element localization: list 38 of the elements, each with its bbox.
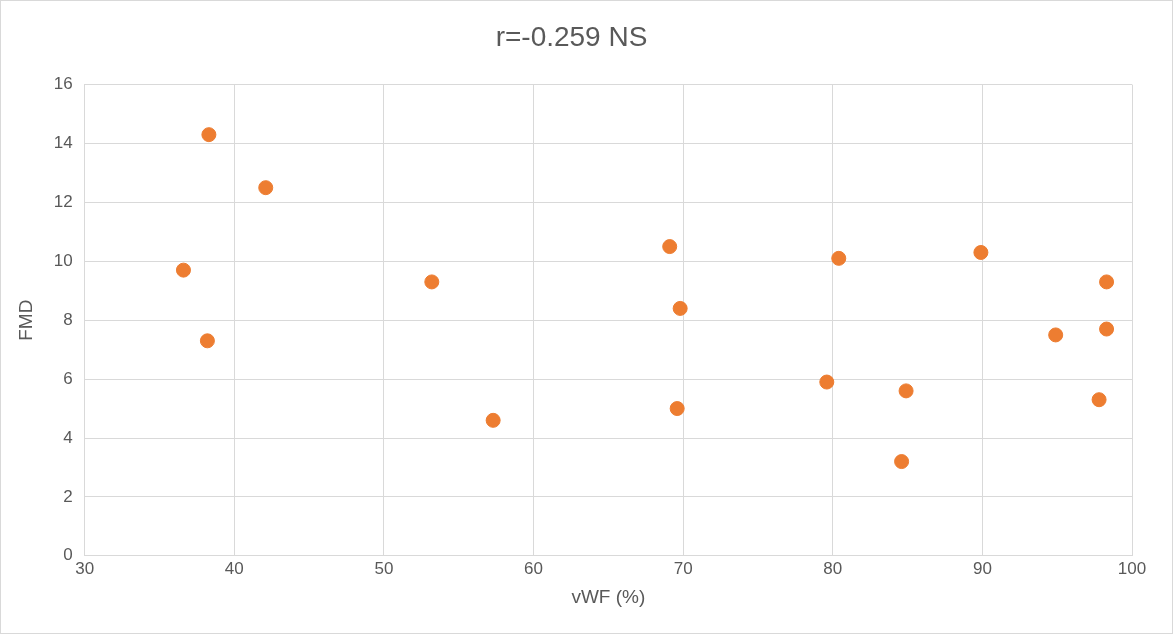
y-tick-label: 6 [63, 368, 73, 388]
point [485, 412, 501, 428]
x-tick-label: 90 [972, 558, 992, 578]
y-tick-label: 10 [53, 250, 73, 270]
y-tick-label: 2 [63, 486, 73, 506]
chart-title: r=-0.259 NS [495, 20, 648, 52]
y-tick-label: 8 [63, 309, 73, 329]
x-tick-label: 80 [823, 558, 843, 578]
point [1048, 327, 1064, 343]
point [898, 383, 914, 399]
x-tick-label: 60 [524, 558, 544, 578]
x-tick-label: 50 [374, 558, 394, 578]
y-tick-label: 4 [63, 427, 73, 447]
point [819, 374, 835, 390]
x-tick-label: 30 [75, 558, 95, 578]
x-tick-label: 40 [224, 558, 244, 578]
y-axis-title: FMD [14, 299, 36, 341]
point [258, 180, 274, 196]
x-axis-title: vWF (%) [571, 585, 646, 607]
point [199, 333, 215, 349]
x-tick-label: 70 [673, 558, 693, 578]
y-tick-label: 0 [63, 545, 73, 565]
y-tick-label: 14 [53, 133, 73, 153]
point [1091, 392, 1107, 408]
y-tick-label: 16 [53, 74, 73, 94]
point [672, 300, 688, 316]
point [1099, 274, 1115, 290]
point [424, 274, 440, 290]
point [662, 239, 678, 255]
y-tick-label: 12 [53, 192, 73, 212]
point [831, 250, 847, 266]
point [1099, 321, 1115, 337]
point [669, 401, 685, 417]
point [894, 454, 910, 470]
point [175, 262, 191, 278]
point [973, 244, 989, 260]
x-tick-label: 100 [1117, 558, 1147, 578]
point [201, 127, 217, 143]
